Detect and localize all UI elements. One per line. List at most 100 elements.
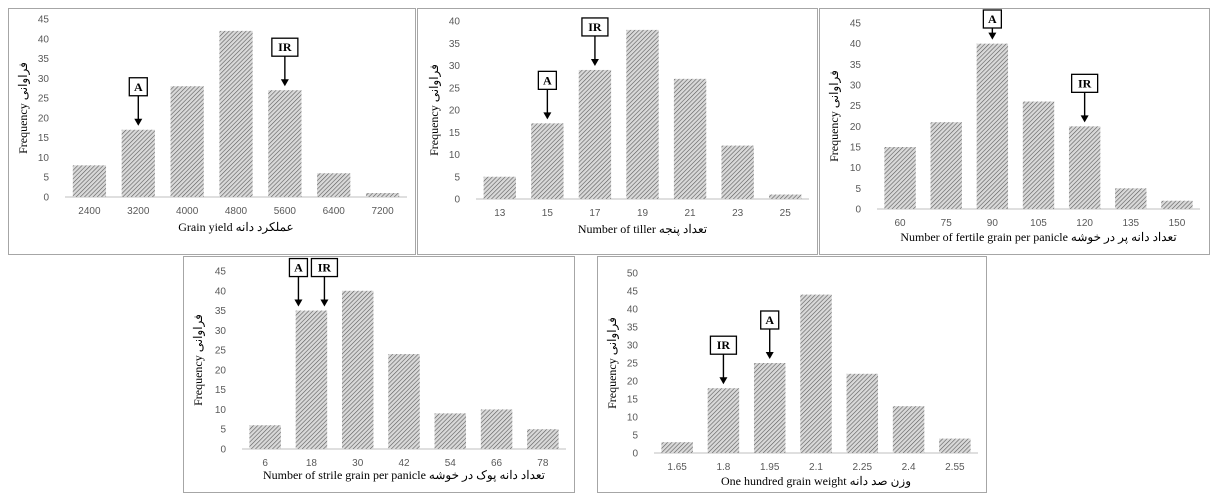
x-tick-label: 17 <box>589 208 601 219</box>
chart-panel-number-of-tiller: 0 5 10 15 20 25 30 35 40 13 15 17 19 21 23 25 Frequency … <box>417 8 818 255</box>
annotation-arrowhead <box>719 377 728 385</box>
annotation-label: IR <box>278 40 292 54</box>
y-tick-label: 45 <box>627 287 639 298</box>
y-tick-label: 35 <box>38 54 50 65</box>
bar <box>1022 101 1055 209</box>
x-axis-label: One hundred grain weight وزن صد دانه <box>721 474 911 488</box>
y-tick-label: 30 <box>850 81 862 92</box>
y-tick-label: 35 <box>627 323 639 334</box>
bar <box>939 438 971 453</box>
annotation-label: IR <box>318 261 332 275</box>
chart-svg: 0 5 10 15 20 25 30 35 40 45 60 75 90 105 120 135 150 Freq… <box>827 9 1200 244</box>
annotation-box <box>310 257 339 278</box>
annotation-ir: IR <box>310 257 339 307</box>
y-tick-label: 40 <box>449 17 461 28</box>
x-tick-label: 2.1 <box>809 462 823 473</box>
bar <box>72 165 107 197</box>
annotation-arrowhead <box>988 32 997 40</box>
annotation-a: A <box>982 9 1003 40</box>
annotation-label: A <box>294 261 303 275</box>
x-axis-label: Number of tiller تعداد پنجه <box>578 222 707 236</box>
x-tick-label: 75 <box>941 218 953 229</box>
y-tick-label: 0 <box>43 193 49 204</box>
bar <box>434 413 467 449</box>
y-tick-label: 0 <box>855 205 861 216</box>
annotation-ir: IR <box>1070 73 1099 123</box>
annotation-ir: IR <box>271 37 299 87</box>
bar <box>673 78 707 199</box>
y-tick-label: 5 <box>43 173 49 184</box>
x-tick-label: 66 <box>491 458 503 469</box>
bar <box>976 43 1009 209</box>
chart-svg: 0 5 10 15 20 25 30 35 40 45 50 1.65 1.8 1.95 2.1 2.25 2.… <box>605 269 978 488</box>
x-tick-label: 4800 <box>225 206 248 217</box>
bar <box>753 363 786 453</box>
x-tick-label: 3200 <box>127 206 150 217</box>
annotation-label: IR <box>717 338 731 352</box>
chart-svg: 0 5 10 15 20 25 30 35 40 45 6 18 30 42 54 66 78 Frequency… <box>191 257 566 482</box>
annotation-arrowhead <box>543 112 552 120</box>
y-tick-label: 40 <box>215 286 227 297</box>
annotation-label: A <box>988 12 997 26</box>
x-axis-label: Number of fertile grain per panicle تعدا… <box>900 230 1176 244</box>
bar <box>268 90 302 197</box>
x-tick-label: 1.65 <box>667 462 687 473</box>
y-tick-label: 20 <box>215 365 227 376</box>
bar <box>317 173 351 197</box>
y-tick-label: 0 <box>632 449 638 460</box>
annotation-ir: IR <box>581 17 609 66</box>
bar <box>930 122 962 209</box>
y-tick-label: 30 <box>38 74 50 85</box>
bar <box>527 429 559 449</box>
x-tick-label: 78 <box>537 458 549 469</box>
y-tick-label: 0 <box>454 195 460 206</box>
bar <box>295 310 328 449</box>
bar <box>800 294 832 453</box>
y-tick-label: 45 <box>850 19 862 30</box>
chart-panel-strile-grain: 0 5 10 15 20 25 30 35 40 45 6 18 30 42 54 66 78 Frequency… <box>183 256 575 493</box>
x-tick-label: 18 <box>306 458 318 469</box>
bar <box>1068 126 1101 209</box>
annotation-box <box>288 257 309 278</box>
y-tick-label: 0 <box>220 445 226 456</box>
x-tick-label: 4000 <box>176 206 199 217</box>
y-tick-label: 25 <box>38 94 50 105</box>
y-tick-label: 15 <box>449 128 461 139</box>
chart-panel-fertile-grain: 0 5 10 15 20 25 30 35 40 45 60 75 90 105 120 135 150 Freq… <box>819 8 1210 255</box>
annotation-label: IR <box>1078 76 1092 90</box>
x-tick-label: 13 <box>494 208 506 219</box>
x-tick-label: 25 <box>780 208 792 219</box>
x-tick-label: 15 <box>542 208 554 219</box>
y-tick-label: 10 <box>449 150 461 161</box>
y-tick-label: 25 <box>449 83 461 94</box>
chart-svg: 0 5 10 15 20 25 30 35 40 13 15 17 19 21 23 25 Frequency … <box>427 17 809 236</box>
y-axis-label: Frequency فراوانی <box>191 314 205 406</box>
y-tick-label: 20 <box>627 377 639 388</box>
y-tick-label: 10 <box>38 153 50 164</box>
y-tick-label: 45 <box>215 267 227 278</box>
x-tick-label: 2.4 <box>902 462 916 473</box>
y-axis-label: Frequency فراوانی <box>427 64 441 156</box>
bar <box>365 193 400 197</box>
x-tick-label: 1.95 <box>760 462 780 473</box>
x-tick-label: 150 <box>1169 218 1186 229</box>
x-tick-label: 19 <box>637 208 649 219</box>
x-tick-label: 7200 <box>371 206 394 217</box>
x-tick-label: 54 <box>445 458 457 469</box>
y-tick-label: 25 <box>850 101 862 112</box>
bar <box>769 194 802 199</box>
annotation-label: IR <box>588 20 602 34</box>
annotation-label: A <box>134 80 143 94</box>
y-tick-label: 30 <box>627 341 639 352</box>
x-tick-label: 30 <box>352 458 364 469</box>
annotation-arrowhead <box>280 79 289 87</box>
annotation-arrowhead <box>590 58 599 66</box>
bar <box>721 145 754 199</box>
bar <box>846 373 879 453</box>
x-tick-label: 60 <box>895 218 907 229</box>
y-tick-label: 10 <box>627 413 639 424</box>
annotation-label: A <box>765 313 774 327</box>
y-tick-label: 20 <box>449 106 461 117</box>
x-tick-label: 1.8 <box>716 462 730 473</box>
x-axis-label: Grain yield عملکرد دانه <box>178 220 293 234</box>
